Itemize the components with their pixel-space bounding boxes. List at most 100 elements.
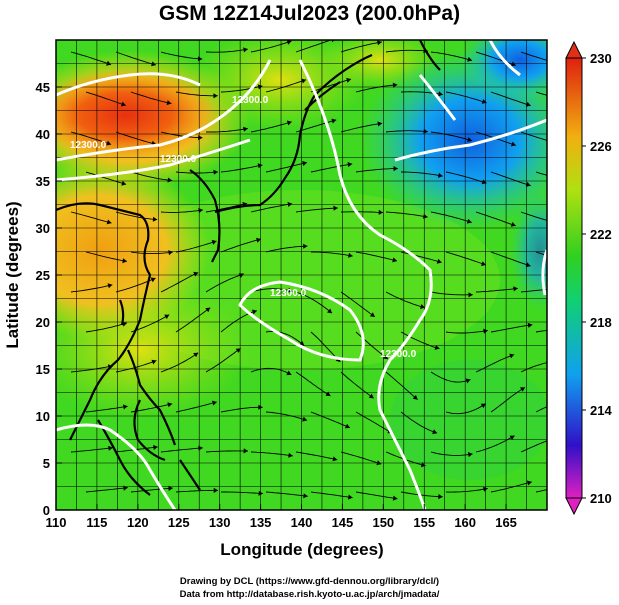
streamline: [265, 411, 308, 421]
streamline: [490, 324, 533, 333]
streamline: [385, 291, 426, 309]
streamline: [250, 203, 293, 213]
streamline-arrow: [331, 118, 337, 124]
colorbar-tick-label: 226: [590, 139, 612, 154]
streamline-arrow: [526, 480, 532, 486]
colorbar-tick-label: 210: [590, 491, 612, 506]
colorbar-min-arrow: [565, 497, 583, 516]
streamline-arrow: [377, 121, 383, 127]
streamline-arrow: [420, 304, 425, 309]
streamline-arrow: [193, 271, 199, 277]
streamline: [385, 130, 428, 133]
streamline: [115, 131, 157, 145]
streamline-arrow: [153, 444, 158, 450]
streamline-arrow: [211, 239, 217, 245]
streamline: [295, 207, 338, 213]
streamline-arrow: [166, 100, 172, 106]
streamline: [85, 251, 127, 262]
streamline-arrow: [525, 262, 531, 268]
streamline-arrow: [168, 250, 173, 256]
streamline-arrow: [393, 166, 398, 172]
colorbar: 210 214 218 222 226 230: [565, 40, 612, 516]
chart-title: GSM 12Z14Jul2023 (200.0hPa): [158, 2, 461, 25]
streamline-arrow: [348, 252, 353, 258]
streamline: [250, 451, 293, 457]
streamline: [250, 367, 292, 376]
streamline: [400, 491, 443, 498]
streamline-arrow: [167, 402, 173, 408]
streamline: [490, 387, 526, 413]
streamline: [205, 348, 241, 373]
streamline: [175, 240, 217, 253]
streamline: [355, 331, 389, 360]
streamline: [310, 78, 352, 93]
x-tick-label: 135: [250, 515, 272, 530]
streamline: [70, 284, 113, 293]
streamline: [430, 131, 473, 142]
streamline: [385, 371, 418, 401]
streamline-arrow: [556, 61, 561, 66]
streamline-arrow: [198, 135, 203, 141]
streamline-arrow: [302, 161, 307, 167]
streamline-arrow: [213, 93, 218, 99]
x-tick-label: 120: [127, 515, 149, 530]
y-tick-label: 10: [36, 409, 50, 424]
streamline-arrow: [288, 452, 293, 458]
streamline-arrow: [106, 60, 112, 66]
x-tick-label: 150: [372, 515, 394, 530]
streamline: [490, 91, 531, 107]
streamline-arrow: [513, 286, 518, 292]
streamline: [175, 489, 218, 493]
streamline: [295, 371, 331, 397]
streamline-arrow: [438, 172, 443, 178]
streamline-arrow: [423, 213, 428, 219]
colorbar-tick-label: 230: [590, 51, 612, 66]
streamline: [355, 491, 398, 500]
contour-labels: 12300.0 12300.0 12300.0 12300.0 12300.0: [70, 95, 417, 360]
y-tick-label: 5: [43, 456, 50, 471]
streamline-arrow: [345, 423, 350, 429]
x-tick-label: 140: [291, 515, 313, 530]
streamline-arrow: [346, 77, 351, 83]
streamline-arrow: [438, 494, 443, 500]
streamline-arrow: [348, 494, 353, 500]
streamline: [205, 48, 248, 53]
streamline: [445, 171, 487, 184]
y-tick-label: 0: [43, 503, 50, 518]
streamline-arrow: [257, 163, 263, 169]
streamline: [445, 330, 488, 334]
streamline-arrow: [347, 162, 353, 168]
streamline-arrow: [198, 445, 203, 451]
streamline: [250, 288, 293, 293]
streamline: [160, 131, 203, 139]
streamlines: [70, 40, 561, 501]
streamline: [175, 171, 218, 174]
streamline: [250, 121, 292, 133]
streamline: [160, 51, 203, 60]
streamline-arrow: [392, 82, 398, 88]
streamline: [355, 84, 398, 93]
streamline-arrow: [303, 243, 308, 249]
contour-label: 12300.0: [160, 154, 197, 165]
streamline: [430, 211, 472, 223]
streamline-arrow: [106, 140, 112, 146]
streamline-arrow: [369, 312, 375, 317]
credit-dcl: Drawing by DCL (https://www.gfd-dennou.o…: [179, 576, 440, 587]
streamline: [70, 365, 113, 373]
streamline-arrow: [368, 393, 374, 399]
streamline-arrow: [480, 403, 486, 409]
y-tick-label: 35: [36, 174, 50, 189]
x-tick-label: 125: [168, 515, 190, 530]
contours: [56, 40, 547, 510]
streamline-arrow: [198, 208, 203, 214]
y-tick-label: 45: [36, 80, 50, 95]
streamline-arrow: [243, 448, 248, 454]
streamline: [340, 122, 383, 133]
x-axis-title: Longitude (degrees): [220, 540, 383, 559]
streamline-arrow: [123, 404, 128, 410]
streamline-arrow: [107, 283, 113, 289]
streamline-arrow: [151, 359, 157, 365]
streamline: [295, 119, 337, 133]
streamline-arrow: [434, 345, 440, 350]
